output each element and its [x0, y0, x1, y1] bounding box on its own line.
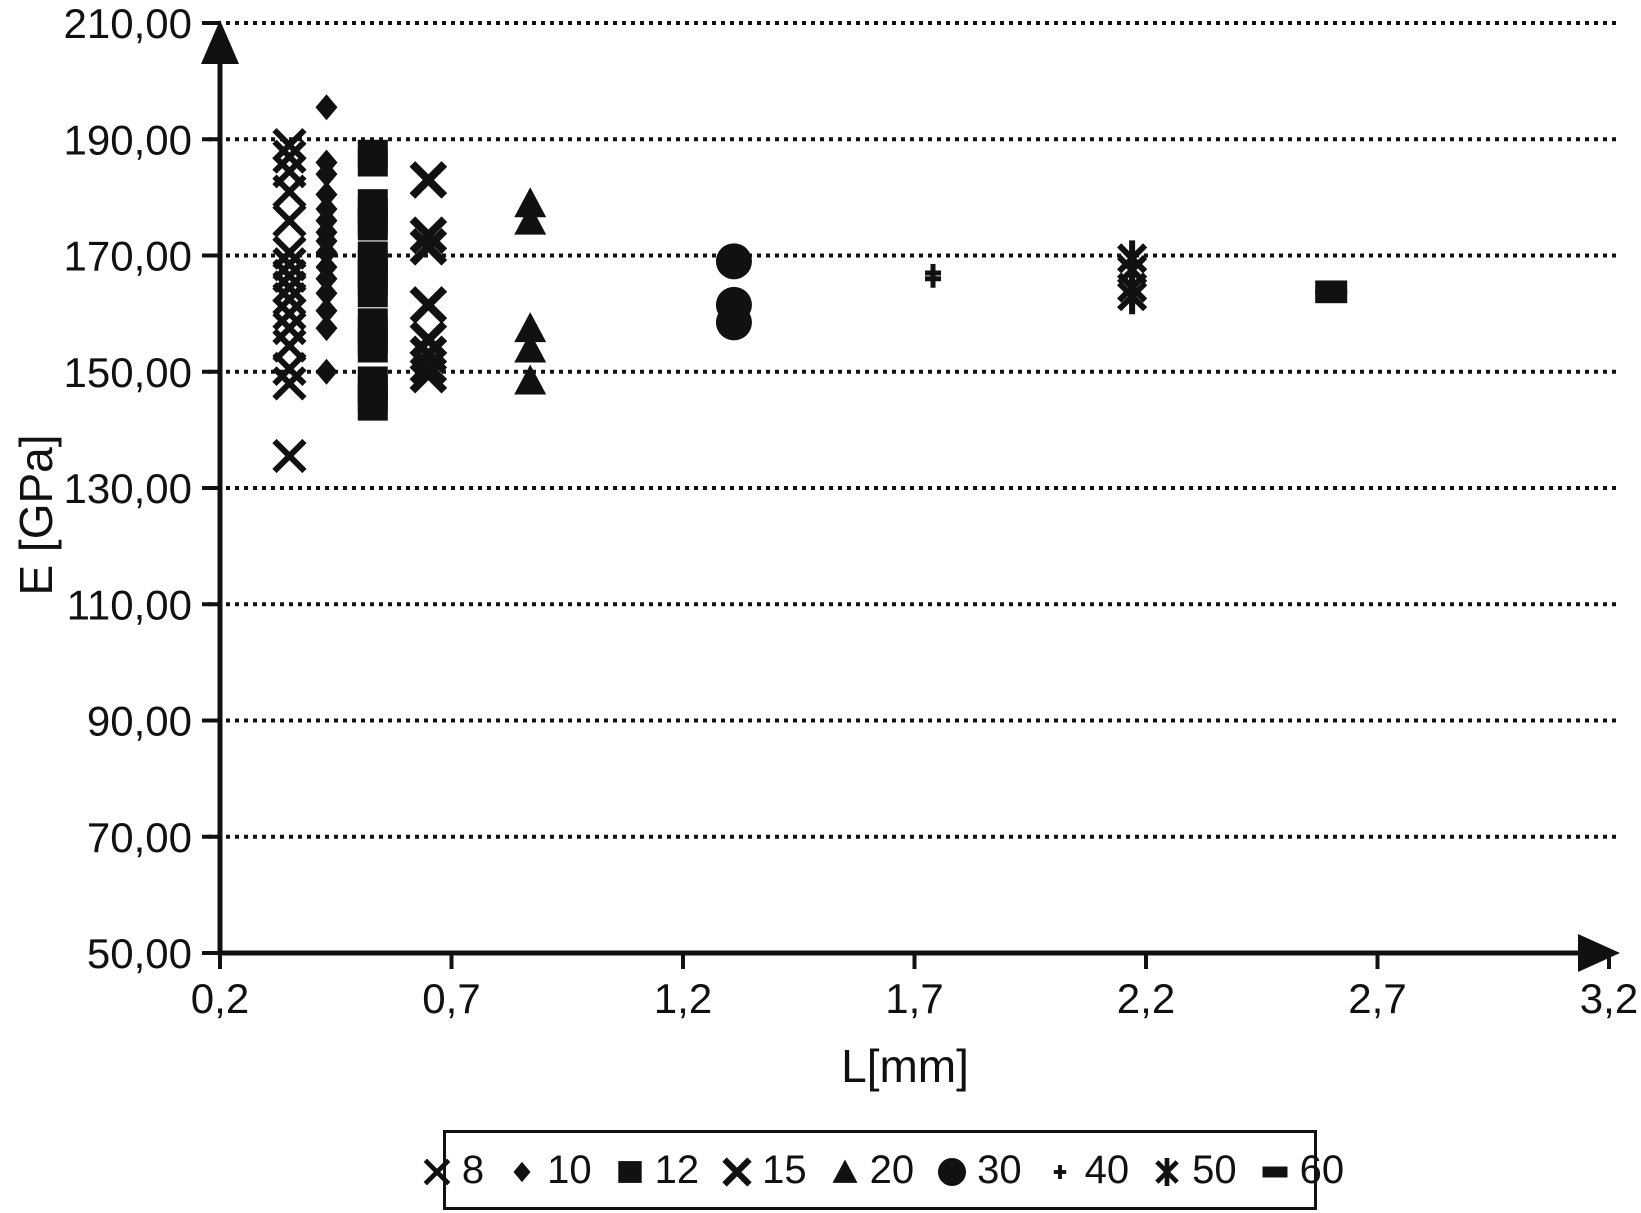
y-tick-label: 210,00	[64, 0, 192, 47]
diamond-icon	[513, 1161, 531, 1183]
legend-item-50: 50	[1146, 1148, 1237, 1193]
y-tick-label: 50,00	[87, 930, 192, 977]
y-tick-label: 110,00	[67, 581, 192, 628]
x-tick-label: 1,7	[885, 975, 943, 1022]
x-tick-label: 3,2	[1580, 975, 1638, 1022]
series-15-points	[409, 161, 448, 394]
legend: 8 10 12 15 20 30 40 50 60	[423, 1130, 1344, 1210]
legend-item-40: 40	[1039, 1147, 1130, 1193]
y-tick-label: 70,00	[87, 814, 192, 861]
y-tick-label: 170,00	[64, 233, 192, 280]
series-60-points	[1315, 280, 1348, 304]
dash-icon	[1262, 1166, 1288, 1178]
plus-icon	[1053, 1164, 1066, 1180]
legend-item-10: 10	[501, 1148, 592, 1193]
circle-icon	[938, 1157, 967, 1187]
legend-item-30: 30	[931, 1148, 1022, 1193]
x-thin-icon	[423, 1158, 451, 1186]
series-50-points	[1116, 240, 1148, 315]
legend-label: 40	[1084, 1147, 1130, 1192]
series-30-points	[715, 243, 752, 341]
series-40-points	[925, 263, 942, 288]
y-axis-title: E [GPa]	[10, 434, 62, 595]
series-8-points	[272, 127, 307, 474]
x-axis-title: L[mm]	[841, 1040, 969, 1092]
triangle-icon	[832, 1159, 858, 1183]
legend-item-8: 8	[416, 1148, 484, 1193]
legend-item-15: 15	[716, 1148, 807, 1193]
legend-label: 8	[461, 1147, 485, 1192]
legend-label: 60	[1299, 1147, 1345, 1192]
legend-item-20: 20	[824, 1147, 915, 1193]
y-tick-label: 190,00	[64, 116, 192, 163]
legend-item-60: 60	[1254, 1147, 1345, 1193]
legend-item-12: 12	[609, 1147, 700, 1193]
legend-label: 20	[869, 1147, 915, 1192]
x-thick-icon	[722, 1157, 752, 1187]
series-12-points	[357, 139, 388, 421]
y-tick-label: 150,00	[64, 349, 192, 396]
asterisk-icon	[1155, 1157, 1179, 1187]
legend-label: 12	[654, 1147, 700, 1192]
points-layer	[272, 94, 1348, 474]
legend-label: 50	[1192, 1147, 1237, 1192]
grid-layer	[208, 21, 1616, 839]
y-tick-label: 90,00	[87, 698, 192, 745]
y-tick-label: 130,00	[64, 465, 192, 512]
x-tick-label: 1,2	[654, 975, 712, 1022]
axes-layer: 50,00 70,00 90,00 110,00 130,00 150,00 170,00 1…	[64, 0, 1639, 1022]
series-10-points	[315, 94, 338, 385]
x-tick-label: 0,2	[191, 975, 249, 1022]
x-tick-label: 2,2	[1117, 975, 1175, 1022]
legend-label: 10	[547, 1147, 592, 1192]
square-icon	[617, 1161, 642, 1183]
legend-label: 15	[762, 1147, 807, 1192]
x-tick-label: 2,7	[1348, 975, 1406, 1022]
legend-label: 30	[977, 1147, 1022, 1192]
series-20-points	[514, 187, 547, 395]
x-tick-label: 0,7	[422, 975, 480, 1022]
